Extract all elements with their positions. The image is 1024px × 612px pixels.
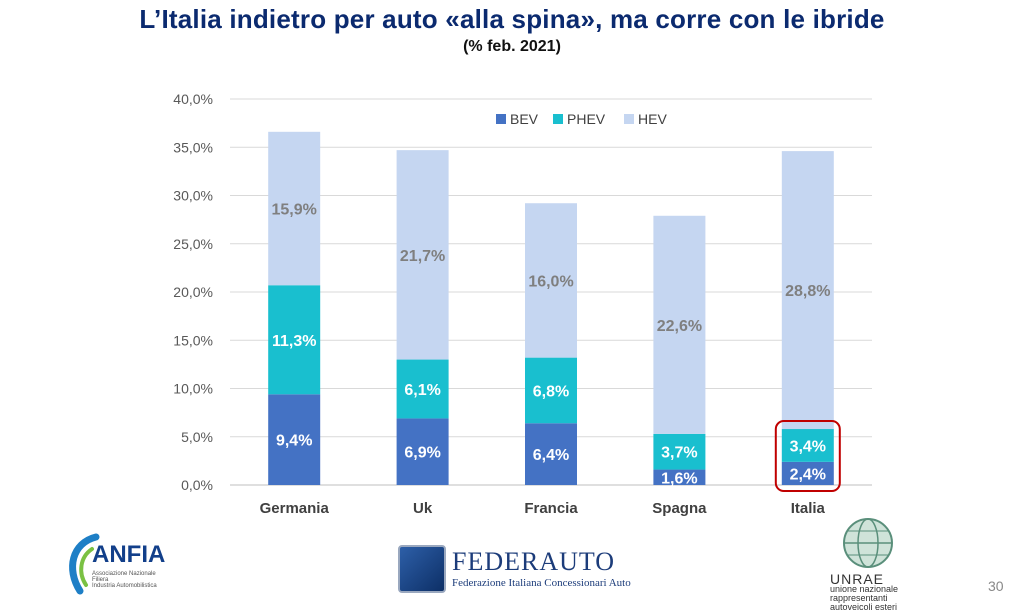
data-label: 1,6% <box>661 470 697 487</box>
data-label: 2,4% <box>790 466 826 483</box>
data-label: 16,0% <box>528 273 573 290</box>
y-tick-label: 25,0% <box>173 236 213 252</box>
y-tick-label: 5,0% <box>181 429 213 445</box>
legend-label: BEV <box>510 111 539 127</box>
bar-segment-hev <box>653 215 706 434</box>
stacked-bar-chart: 0,0% 5,0% 10,0% 15,0% 20,0% 25,0% 30,0% 35,0% 40… <box>173 91 872 517</box>
unrae-subtitle: unione nazionale rappresentanti autoveic… <box>830 584 899 612</box>
data-label: 22,6% <box>657 318 702 335</box>
federauto-name: FEDERAUTO <box>452 547 616 576</box>
bar-segment-hev <box>525 203 577 358</box>
highlight-box <box>774 420 841 492</box>
federauto-logo: FEDERAUTO Federazione Italiana Concessio… <box>398 545 658 595</box>
anfia-logo: ANFIA Associazione Nazionale Filiera Ind… <box>62 525 212 600</box>
x-tick-label: Italia <box>791 500 826 517</box>
slide-subtitle: (% feb. 2021) <box>463 38 561 55</box>
y-tick-label: 20,0% <box>173 284 213 300</box>
bar-segment-hev <box>268 131 321 286</box>
anfia-swoosh-icon <box>69 533 100 595</box>
data-label: 6,8% <box>533 383 569 400</box>
slide-title: L’Italia indietro per auto «alla spina»,… <box>139 4 885 34</box>
bar-segment-bev <box>525 423 577 485</box>
x-tick-label: Germania <box>260 500 330 517</box>
bar-segment-hev <box>396 150 449 360</box>
y-tick-label: 10,0% <box>173 381 213 397</box>
bar-segment-phev <box>525 357 577 424</box>
bar-segment-phev <box>781 429 834 462</box>
data-label: 15,9% <box>272 202 317 219</box>
data-label: 6,4% <box>533 447 569 464</box>
bar-segment-bev <box>396 418 449 485</box>
data-label: 28,8% <box>785 283 830 300</box>
anfia-name: ANFIA <box>92 541 166 568</box>
x-tick-label: Uk <box>413 500 433 517</box>
y-tick-label: 40,0% <box>173 91 213 107</box>
bar-segment-hev <box>781 151 834 430</box>
data-label: 6,1% <box>404 382 440 399</box>
unrae-logo: UNRAE unione nazionale rappresentanti au… <box>822 515 922 612</box>
y-tick-label: 0,0% <box>181 477 213 493</box>
legend-swatch-hev <box>624 114 634 124</box>
y-tick-label: 35,0% <box>173 139 213 155</box>
y-tick-label: 30,0% <box>173 188 213 204</box>
bar-segment-bev <box>653 469 706 485</box>
bar-segment-bev <box>268 394 321 485</box>
unrae-name: UNRAE <box>830 571 885 587</box>
data-label: 21,7% <box>400 248 445 265</box>
legend-label: HEV <box>638 111 667 127</box>
data-label: 11,3% <box>272 333 316 350</box>
bar-segment-bev <box>781 461 834 485</box>
bar-segment-phev <box>396 359 449 419</box>
bar-segment-phev <box>268 285 321 395</box>
federauto-subtitle: Federazione Italiana Concessionari Auto <box>452 577 631 589</box>
data-label: 3,7% <box>661 445 697 462</box>
legend-label: PHEV <box>567 111 606 127</box>
page-number: 30 <box>988 578 1004 594</box>
x-tick-label: Francia <box>524 500 578 517</box>
federauto-car-icon <box>398 545 446 593</box>
legend-swatch-bev <box>496 114 506 124</box>
data-label: 3,4% <box>790 438 826 455</box>
anfia-subtitle: Associazione Nazionale Filiera Industria… <box>92 571 157 589</box>
x-tick-label: Spagna <box>652 500 707 517</box>
data-label: 6,9% <box>404 445 440 462</box>
data-label: 9,4% <box>276 433 312 450</box>
legend-swatch-phev <box>553 114 563 124</box>
y-tick-label: 15,0% <box>173 332 213 348</box>
bar-segment-phev <box>653 433 706 470</box>
globe-icon <box>843 518 893 568</box>
